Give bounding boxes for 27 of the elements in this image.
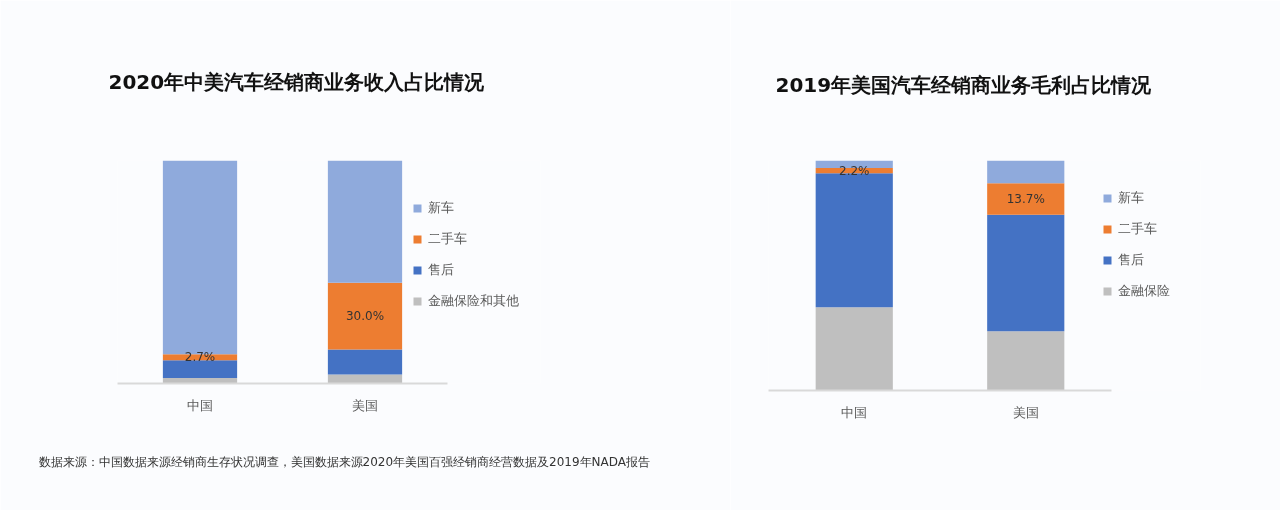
- bar: [162, 360, 238, 378]
- data-label: 30.0%: [345, 309, 385, 324]
- legend-label: 金融保险: [1118, 282, 1170, 300]
- legend-label: 售后: [1118, 251, 1144, 269]
- chart-title: 2020年中美汽车经销商业务收入占比情况: [108, 69, 486, 94]
- bar: [815, 307, 893, 391]
- bar: [987, 160, 1065, 184]
- chart-title: 2019年美国汽车经销商业务毛利占比情况: [775, 72, 1153, 97]
- x-tick-label: 中国: [841, 404, 868, 420]
- x-tick-label: 美国: [352, 397, 378, 413]
- bar: [327, 160, 403, 283]
- x-tick-label: 中国: [187, 397, 213, 413]
- legend-label: 二手车: [1118, 220, 1157, 238]
- bar: [815, 173, 893, 308]
- bar: [987, 214, 1065, 332]
- bar: [327, 349, 403, 375]
- legend-label: 二手车: [428, 230, 467, 248]
- bar: [987, 331, 1065, 391]
- data-label: 13.7%: [1006, 192, 1045, 207]
- legend-label: 新车: [1118, 189, 1144, 207]
- bar: [987, 183, 1065, 215]
- x-tick-label: 美国: [1012, 404, 1039, 420]
- legend-label: 金融保险和其他: [428, 292, 519, 310]
- bar: [327, 282, 403, 350]
- source-note: 数据来源：中国数据来源经销商生存状况调查，美国数据来源2020年美国百强经销商经营数据及2019年NADA报告: [38, 454, 651, 469]
- legend-label: 售后: [428, 261, 454, 279]
- legend-label: 新车: [428, 199, 454, 217]
